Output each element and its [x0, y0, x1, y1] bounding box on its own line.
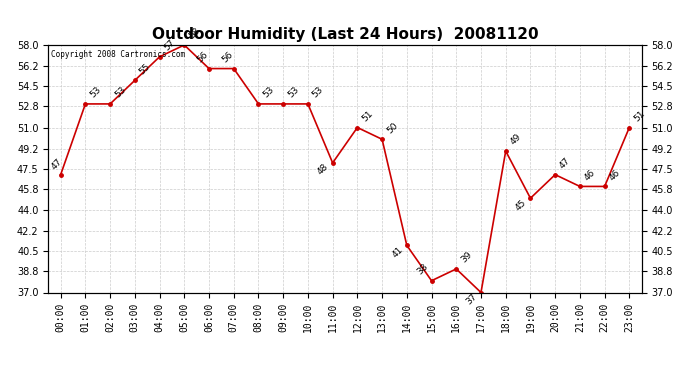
Text: Copyright 2008 Cartronics.com: Copyright 2008 Cartronics.com	[51, 50, 186, 59]
Text: 45: 45	[514, 198, 528, 212]
Text: 57: 57	[162, 38, 177, 53]
Text: 53: 53	[286, 85, 300, 100]
Text: 53: 53	[88, 85, 103, 100]
Title: Outdoor Humidity (Last 24 Hours)  20081120: Outdoor Humidity (Last 24 Hours) 2008112…	[152, 27, 538, 42]
Text: 50: 50	[385, 121, 400, 135]
Text: 56: 56	[220, 50, 235, 64]
Text: 48: 48	[316, 162, 331, 177]
Text: 53: 53	[310, 85, 325, 100]
Text: 47: 47	[50, 158, 64, 172]
Text: 46: 46	[582, 168, 597, 182]
Text: 39: 39	[459, 250, 473, 265]
Text: 53: 53	[113, 85, 128, 100]
Text: 56: 56	[195, 50, 210, 64]
Text: 53: 53	[262, 85, 276, 100]
Text: 38: 38	[415, 262, 429, 276]
Text: 46: 46	[607, 168, 622, 182]
Text: 49: 49	[509, 132, 523, 147]
Text: 55: 55	[137, 62, 152, 76]
Text: 51: 51	[360, 109, 375, 123]
Text: 51: 51	[632, 109, 647, 123]
Text: 37: 37	[464, 292, 479, 306]
Text: 58: 58	[187, 26, 201, 41]
Text: 41: 41	[390, 245, 404, 259]
Text: 47: 47	[558, 156, 572, 171]
